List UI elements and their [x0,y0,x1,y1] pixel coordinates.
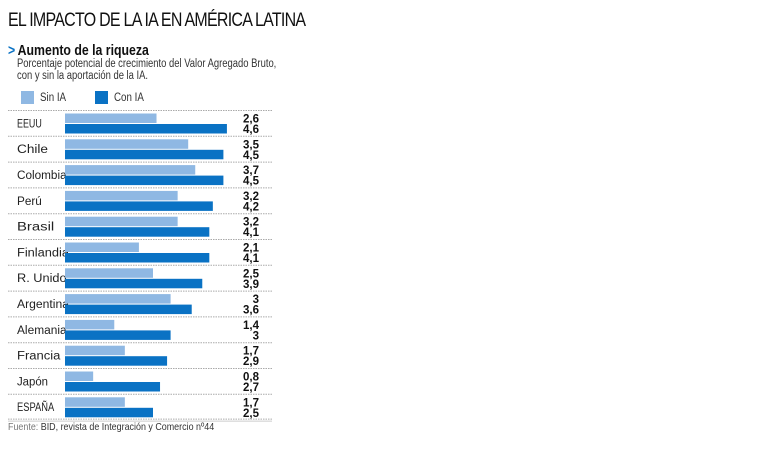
legend-item-sin-ia: Sin IA [21,91,71,104]
bar-con-ia [65,304,192,315]
value-label-sin-ia: 3,7 [243,165,259,177]
bar-con-ia [65,227,210,237]
bar-sin-ia [65,113,157,123]
source-label: Fuente: [8,421,39,433]
chart-description: Porcentaje potencial de crecimiento del … [17,58,276,82]
value-label-con-ia: 4,6 [243,124,259,136]
value-label-con-ia: 4,5 [243,150,260,162]
value-label-con-ia: 2,5 [243,408,260,420]
bar-con-ia [65,201,213,211]
category-label: Finlandia [17,247,70,259]
category-label: Argentina [17,299,70,311]
source-note: Fuente: BID, revista de Integración y Co… [8,421,214,433]
subtitle-text: Aumento de la riqueza [17,42,149,59]
bar-sin-ia [65,294,171,304]
bar-con-ia [65,124,227,134]
legend-label-con-ia: Con IA [114,91,144,104]
bar-sin-ia [65,165,196,175]
value-label-con-ia: 4,5 [243,176,260,188]
value-label-sin-ia: 1,4 [243,320,260,332]
value-label-con-ia: 4,1 [243,227,260,239]
description-line-2: con y sin la aportación de la IA. [17,70,149,82]
value-label-con-ia: 2,7 [243,382,259,394]
bar-sin-ia [65,319,115,330]
bar-sin-ia [65,216,178,227]
bar-sin-ia [65,268,153,278]
category-label: Francia [17,351,61,363]
legend-item-con-ia: Con IA [95,91,149,104]
value-label-sin-ia: 2,6 [243,114,259,126]
value-label-sin-ia: 1,7 [243,397,259,409]
bar-sin-ia [65,397,125,407]
value-label-con-ia: 4,1 [243,253,260,265]
bar-sin-ia [65,139,189,149]
value-label-sin-ia: 3,2 [243,191,259,203]
legend-label-sin-ia: Sin IA [40,91,67,104]
chevron-right-icon: > [8,42,16,59]
bar-con-ia [65,330,171,340]
bar-con-ia [65,253,210,263]
value-label-con-ia: 3,9 [243,279,259,291]
legend-swatch-sin-ia [21,91,34,104]
value-label-con-ia: 3,6 [243,305,259,317]
category-label: Colombia [17,170,67,182]
category-label: Alemania [17,325,67,337]
value-label-con-ia: 2,9 [243,356,259,368]
bar-con-ia [65,278,203,289]
bar-sin-ia [65,345,125,356]
category-label: Chile [17,144,48,156]
value-label-sin-ia: 3,2 [243,217,259,229]
bar-con-ia [65,149,224,160]
category-label: EEUU [17,118,42,130]
source-text: BID, revista de Integración y Comercio n… [38,421,215,433]
chart-main-title: EL IMPACTO DE LA IA EN AMÉRICA LATINA [8,9,306,31]
value-label-con-ia: 4,2 [243,201,259,213]
bar-sin-ia [65,242,139,252]
bar-sin-ia [65,371,94,381]
value-label-sin-ia: 3 [253,294,259,306]
value-label-sin-ia: 3,5 [243,139,260,151]
bar-con-ia [65,356,168,366]
category-label: ESPAÑA [17,401,54,414]
bar-con-ia [65,407,153,418]
value-label-sin-ia: 1,7 [243,346,259,358]
chart-subtitle: > Aumento de la riqueza [8,42,149,59]
category-label: Brasil [17,222,54,234]
value-label-sin-ia: 2,5 [243,268,260,280]
value-label-sin-ia: 0,8 [243,372,260,384]
bar-con-ia [65,175,224,186]
bar-con-ia [65,382,161,392]
description-line-1: Porcentaje potencial de crecimiento del … [17,58,277,70]
bar-sin-ia [65,190,178,201]
legend-swatch-con-ia [95,91,108,104]
category-label: R. Unido [17,273,67,285]
category-label: Perú [17,196,42,208]
value-label-sin-ia: 2,1 [243,243,260,255]
value-label-con-ia: 3 [253,330,259,342]
category-label: Japón [17,376,48,388]
